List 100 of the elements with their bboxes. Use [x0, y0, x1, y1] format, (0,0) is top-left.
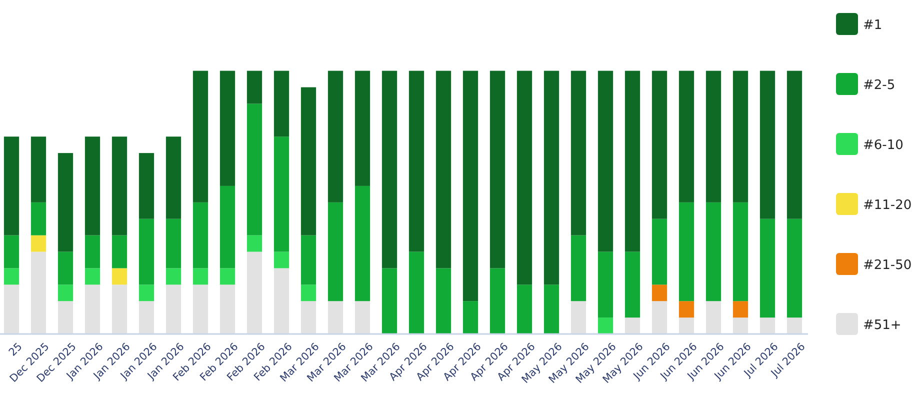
bar [30, 202, 46, 236]
bar [624, 318, 640, 334]
bar [544, 70, 560, 285]
bar [354, 186, 370, 302]
bar [490, 268, 506, 334]
bar [706, 202, 722, 302]
bar [58, 153, 74, 252]
bar [84, 136, 100, 236]
bar [732, 202, 748, 302]
bar [408, 70, 424, 252]
bar [246, 252, 262, 334]
bar [300, 87, 316, 236]
bar [328, 202, 344, 302]
bar [246, 235, 262, 252]
bar [570, 301, 586, 334]
legend-label: #6-10 [863, 138, 904, 153]
bar [678, 70, 694, 202]
bar [436, 268, 452, 334]
bar [166, 284, 182, 334]
bar [58, 301, 74, 334]
bar [436, 70, 452, 268]
bar [598, 70, 614, 252]
bar [274, 252, 290, 268]
bar [220, 70, 236, 186]
bar [732, 318, 748, 334]
bar [192, 284, 208, 334]
bar [706, 70, 722, 202]
bar [328, 70, 344, 202]
bar [544, 284, 560, 334]
bar [30, 252, 46, 334]
bar [220, 186, 236, 268]
bar [652, 218, 668, 285]
bar [732, 301, 748, 318]
bar [354, 70, 370, 186]
bar [300, 284, 316, 302]
bar [166, 268, 182, 285]
bar [382, 70, 398, 268]
bar [678, 318, 694, 334]
bar [4, 235, 20, 268]
bar [192, 268, 208, 285]
bar [274, 268, 290, 334]
legend-label: #21-50 [863, 258, 912, 273]
legend-label: #2-5 [863, 78, 896, 93]
bar [112, 284, 128, 334]
bar [598, 318, 614, 334]
bar [220, 268, 236, 285]
bar [490, 70, 506, 268]
bar [678, 202, 694, 302]
bar [300, 301, 316, 334]
legend-label: #51+ [863, 318, 902, 333]
bar [462, 301, 478, 334]
bar [732, 70, 748, 202]
bar [652, 284, 668, 302]
bar [4, 284, 20, 334]
bar [138, 301, 154, 334]
legend-label: #11-20 [863, 198, 912, 213]
bar [382, 268, 398, 334]
bar [786, 70, 802, 219]
bar [328, 301, 344, 334]
bar [246, 104, 262, 236]
bar [4, 268, 20, 285]
bar [516, 284, 532, 334]
bar [706, 301, 722, 334]
bar [84, 268, 100, 285]
bar [354, 301, 370, 334]
bar [786, 318, 802, 334]
bar [760, 218, 776, 318]
bar [274, 136, 290, 252]
bar [166, 136, 182, 219]
bar [624, 70, 640, 252]
bar [678, 301, 694, 318]
bar [652, 301, 668, 334]
bar [84, 284, 100, 334]
bar [4, 136, 20, 236]
bar [30, 136, 46, 202]
bar [138, 284, 154, 302]
bar [624, 252, 640, 318]
bar [246, 70, 262, 104]
bar [570, 235, 586, 302]
bar [58, 284, 74, 302]
bar [112, 136, 128, 236]
bar [570, 70, 586, 236]
bar [220, 284, 236, 334]
bar [760, 70, 776, 219]
bar [138, 218, 154, 285]
bar [166, 218, 182, 268]
bar [300, 235, 316, 285]
bar [138, 153, 154, 219]
bar [408, 252, 424, 334]
legend-label: #1 [863, 18, 882, 33]
bar [516, 70, 532, 285]
bar [112, 235, 128, 268]
bar [652, 70, 668, 219]
bar [58, 252, 74, 285]
x-tick-label: 25 [6, 340, 25, 359]
bar [192, 70, 208, 202]
bar [760, 318, 776, 334]
bar [598, 252, 614, 318]
bar [786, 218, 802, 318]
bar [30, 235, 46, 252]
